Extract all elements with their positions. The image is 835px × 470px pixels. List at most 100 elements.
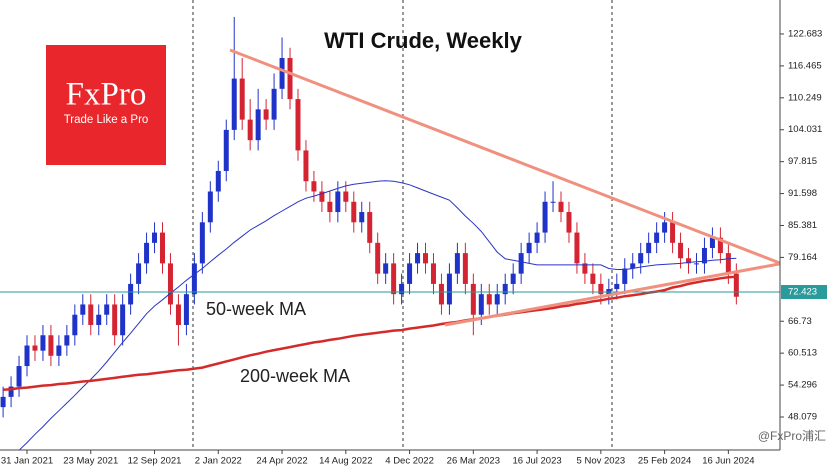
candle-body: [717, 237, 723, 254]
candle-body: [510, 273, 516, 284]
candle-body: [80, 304, 86, 315]
candle-body: [709, 237, 715, 248]
candle-body: [494, 294, 500, 305]
candle-body: [199, 222, 205, 264]
candle-body: [40, 335, 46, 351]
candle-body: [550, 201, 556, 203]
candle-body: [725, 253, 731, 274]
trendline: [229, 48, 780, 265]
candle-body: [319, 191, 325, 202]
candle-body: [415, 253, 421, 264]
candle-body: [343, 191, 349, 202]
logo-text: FxPro: [66, 77, 147, 113]
x-tick-label: 24 Apr 2022: [256, 456, 307, 467]
y-tick-label: 104.031: [788, 124, 822, 135]
series-label: 200-week MA: [240, 366, 350, 386]
candle-body: [191, 263, 197, 295]
x-tick-label: 26 Mar 2023: [447, 456, 500, 467]
y-tick-label: 79.164: [788, 252, 817, 263]
candle-body: [478, 294, 484, 315]
axis-layer: 122.683 116.465 110.249 104.031 97.815 91.598…: [1, 28, 827, 467]
candle-body: [518, 253, 524, 274]
candle-body: [701, 247, 707, 264]
candle-body: [574, 232, 580, 264]
candle-body: [327, 201, 333, 213]
candle-body: [686, 258, 692, 264]
candle-body: [454, 253, 460, 274]
candle-body: [446, 273, 452, 305]
candle-body: [375, 242, 381, 274]
candle-body: [24, 345, 30, 367]
candle-body: [120, 304, 126, 336]
candle-body: [72, 314, 78, 336]
candle-body: [430, 263, 436, 284]
y-tick-label: 54.296: [788, 380, 817, 391]
candle-body: [144, 242, 150, 264]
candle-body: [64, 335, 70, 346]
candle-body: [152, 232, 158, 243]
candle-body: [399, 283, 405, 295]
candle-body: [160, 232, 165, 264]
x-tick-label: 25 Feb 2024: [638, 456, 691, 467]
candle-body: [638, 253, 644, 264]
x-tick-label: 16 Jul 2023: [513, 456, 562, 467]
y-tick-label: 97.815: [788, 156, 817, 167]
current-price-box: [781, 285, 827, 300]
candle-body: [733, 273, 739, 297]
y-tick-label: 122.683: [788, 28, 822, 39]
candle-body: [16, 366, 22, 387]
candle-body: [183, 294, 189, 325]
candle-body: [582, 263, 588, 274]
logo-tagline: Trade Like a Pro: [64, 114, 149, 126]
x-tick-label: 4 Dec 2022: [385, 456, 434, 467]
candle-body: [654, 232, 660, 243]
candle-body: [407, 263, 413, 284]
chart-title: WTI Crude, Weekly: [324, 28, 522, 53]
candle-body: [486, 294, 492, 305]
candle-body: [534, 232, 540, 243]
candle-body: [271, 88, 277, 120]
candle-body: [223, 129, 229, 171]
candle-body: [670, 222, 676, 243]
candle-body: [622, 268, 628, 284]
candle-body: [423, 253, 429, 264]
x-tick-label: 12 Sep 2021: [128, 456, 182, 467]
candle-body: [630, 263, 636, 269]
grid-layer: [192, 0, 613, 450]
candle-body: [48, 335, 54, 356]
candle-body: [462, 253, 468, 284]
candle-body: [335, 191, 341, 213]
candle-body: [359, 212, 365, 223]
candle-body: [32, 345, 38, 351]
x-tick-label: 2 Jan 2022: [195, 456, 242, 467]
trendlines: [229, 48, 780, 327]
candle-body: [438, 283, 444, 305]
candle-body: [614, 283, 620, 290]
candle-body: [566, 212, 572, 233]
watermark: @FxPro浦汇: [758, 429, 826, 443]
ma-line: [18, 180, 737, 450]
candle-body: [215, 170, 221, 192]
candle-body: [646, 242, 652, 254]
x-tick-label: 23 May 2021: [63, 456, 118, 467]
candle-body: [526, 242, 532, 254]
candle-body: [56, 345, 62, 356]
candle-body: [693, 263, 699, 265]
x-tick-label: 16 Jun 2024: [702, 456, 754, 467]
y-tick-label: 60.513: [788, 348, 817, 359]
candle-body: [311, 181, 317, 192]
candle-body: [175, 304, 181, 325]
candle-body: [598, 283, 604, 295]
candle-body: [662, 222, 668, 233]
x-tick-label: 5 Nov 2023: [577, 456, 626, 467]
candle-body: [542, 201, 548, 233]
candle-body: [590, 273, 596, 284]
candle-body: [678, 242, 684, 259]
ma-line: [3, 275, 737, 391]
candle-body: [128, 283, 134, 305]
candle-body: [8, 386, 14, 397]
y-tick-label: 110.249: [788, 92, 822, 103]
series-label: 50-week MA: [206, 299, 306, 319]
candle-body: [558, 201, 564, 213]
